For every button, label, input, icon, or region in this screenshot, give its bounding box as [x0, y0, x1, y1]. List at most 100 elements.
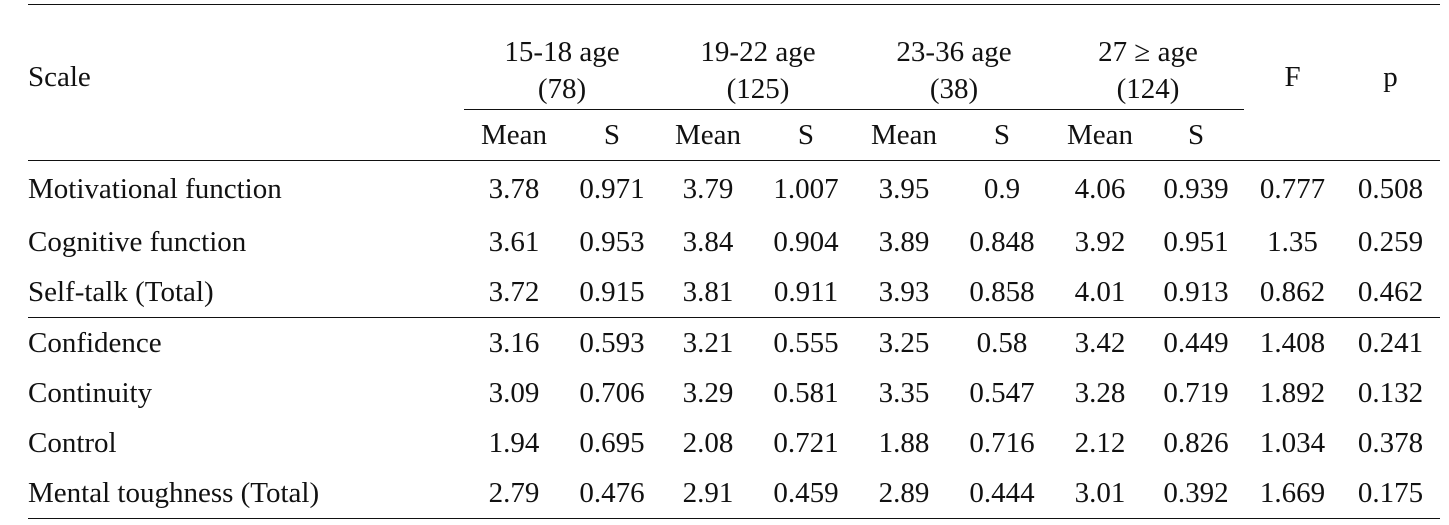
group-n-3: (38) — [856, 69, 1052, 110]
row-label: Self-talk (Total) — [28, 275, 214, 308]
table-cell: 0.462 — [1357, 275, 1424, 308]
group-n-4: (124) — [1052, 69, 1245, 110]
table-row: Self-talk (Total) 3.72 0.915 3.81 0.911 3.93 0… — [28, 267, 1440, 318]
row-label: Mental toughness (Total) — [28, 468, 464, 519]
table-cell: 0.716 — [969, 426, 1035, 459]
table-cell: 3.84 — [682, 225, 734, 258]
table-cell: 3.95 — [878, 172, 930, 205]
table-cell: 0.911 — [773, 275, 839, 308]
table-cell: 1.35 — [1267, 225, 1318, 258]
row-label: Confidence — [28, 317, 464, 368]
table-row: Control 1.94 0.695 2.08 0.721 1.88 0.716 2.12 0.… — [28, 418, 1440, 468]
table-cell: 0.581 — [773, 376, 839, 409]
row-label: Cognitive function — [28, 225, 247, 258]
p-header: p — [1383, 60, 1398, 93]
row-label: Control — [28, 426, 117, 459]
table-cell: 0.848 — [969, 225, 1035, 258]
group-n-1: (78) — [464, 69, 660, 110]
table-cell: 0.175 — [1341, 468, 1441, 519]
table-cell: 3.61 — [488, 225, 540, 258]
table-cell: 3.92 — [1074, 225, 1126, 258]
table-cell: 1.007 — [773, 172, 839, 205]
table-cell: 3.25 — [856, 317, 952, 368]
group-title-4: 27 ≥ age — [1098, 36, 1198, 68]
table-cell: 3.42 — [1052, 317, 1148, 368]
table-cell: 0.508 — [1357, 172, 1424, 205]
table-cell: 0.858 — [969, 275, 1035, 308]
table-cell: 0.904 — [773, 225, 839, 258]
table-cell: 1.034 — [1259, 426, 1326, 459]
header-row-stats: Mean S Mean S Mean S Mean S — [28, 109, 1441, 161]
table-cell: 1.88 — [878, 426, 930, 459]
table-cell: 0.706 — [579, 376, 645, 409]
table-cell: 0.777 — [1259, 172, 1326, 205]
row-label: Motivational function — [28, 172, 282, 205]
table-cell: 0.9 — [983, 172, 1021, 205]
table-cell: 0.913 — [1163, 275, 1229, 308]
scale-header: Scale — [28, 60, 91, 93]
table-row: Cognitive function 3.61 0.953 3.84 0.904 3.89… — [28, 217, 1440, 267]
table-cell: 2.89 — [856, 468, 952, 519]
table-cell: 3.29 — [682, 376, 734, 409]
table-cell: 0.719 — [1163, 376, 1229, 409]
table-cell: 3.93 — [878, 275, 930, 308]
f-header: F — [1284, 60, 1301, 93]
subheader-mean: Mean — [464, 109, 564, 161]
table-cell: 3.35 — [878, 376, 930, 409]
table-cell: 0.444 — [952, 468, 1052, 519]
table-cell: 2.79 — [464, 468, 564, 519]
table-cell: 0.862 — [1259, 275, 1326, 308]
table-cell: 3.09 — [488, 376, 540, 409]
table-cell: 4.01 — [1074, 275, 1126, 308]
table-row: Motivational function 3.78 0.971 3.79 1.007 3… — [28, 161, 1440, 218]
header-row-n: (78) (125) (38) (124) — [28, 69, 1440, 110]
group-title-3: 23-36 age — [896, 36, 1012, 68]
table-cell: 0.547 — [969, 376, 1035, 409]
table-cell: 0.132 — [1357, 376, 1424, 409]
table-cell: 3.21 — [660, 317, 756, 368]
f-subheader-blank — [1244, 109, 1342, 161]
header-row-groups: Scale 15-18 age 19-22 age 23-36 age 27 ≥… — [28, 4, 1441, 93]
table-row: Confidence 3.16 0.593 3.21 0.555 3.25 0.58 3.42… — [28, 317, 1441, 368]
table-cell: 0.241 — [1341, 317, 1441, 368]
table-cell: 4.06 — [1074, 172, 1126, 205]
table-cell: 0.593 — [564, 317, 660, 368]
table-cell: 0.459 — [756, 468, 856, 519]
subheader-mean: Mean — [1052, 109, 1148, 161]
table-row: Continuity 3.09 0.706 3.29 0.581 3.35 0.547 3.2… — [28, 368, 1440, 418]
table-cell: 1.408 — [1244, 317, 1342, 368]
table-cell: 0.971 — [579, 172, 645, 205]
table-cell: 0.695 — [579, 426, 645, 459]
row-label: Continuity — [28, 376, 153, 409]
table-cell: 2.91 — [660, 468, 756, 519]
table-cell: 1.669 — [1244, 468, 1342, 519]
table-cell: 3.16 — [464, 317, 564, 368]
table-body: Motivational function 3.78 0.971 3.79 1.007 3… — [28, 161, 1441, 519]
table-row: Mental toughness (Total) 2.79 0.476 2.91 0.4… — [28, 468, 1441, 519]
group-title-2: 19-22 age — [700, 36, 816, 68]
table-cell: 0.476 — [564, 468, 660, 519]
table-cell: 0.953 — [579, 225, 645, 258]
scale-subheader-blank — [28, 109, 464, 161]
table-cell: 3.28 — [1074, 376, 1126, 409]
table-cell: 3.01 — [1052, 468, 1148, 519]
subheader-s: S — [1148, 109, 1245, 161]
table-cell: 0.915 — [579, 275, 645, 308]
table-cell: 0.951 — [1163, 225, 1229, 258]
results-table: Scale 15-18 age 19-22 age 23-36 age 27 ≥… — [28, 4, 1441, 519]
table-cell: 3.89 — [878, 225, 930, 258]
table-cell: 3.78 — [488, 172, 540, 205]
table-cell: 1.892 — [1259, 376, 1326, 409]
group-n-2: (125) — [660, 69, 856, 110]
table-cell: 2.12 — [1074, 426, 1126, 459]
table-cell: 0.392 — [1148, 468, 1245, 519]
table-cell: 3.81 — [682, 275, 734, 308]
subheader-s: S — [952, 109, 1052, 161]
table-cell: 0.449 — [1148, 317, 1245, 368]
table-cell: 1.94 — [488, 426, 540, 459]
table-cell: 0.378 — [1357, 426, 1424, 459]
table-cell: 0.555 — [756, 317, 856, 368]
table-cell: 0.58 — [952, 317, 1052, 368]
table-cell: 0.721 — [773, 426, 839, 459]
